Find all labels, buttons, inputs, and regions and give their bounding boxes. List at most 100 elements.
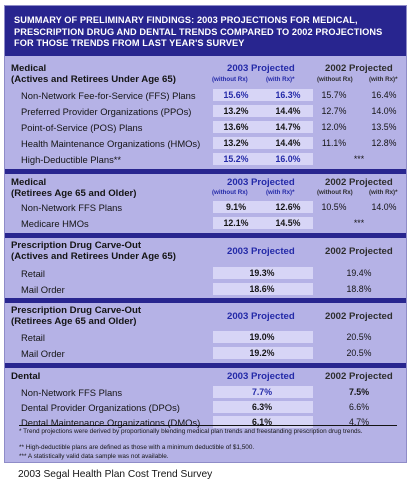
section-title: Prescription Drug Carve-Out [11, 305, 142, 316]
value-2003-with-rx: 12.6% [275, 202, 301, 212]
value-2002-without-rx: 11.1% [321, 138, 347, 148]
value-2002-without-rx: 12.7% [321, 106, 347, 116]
value-2003: 6.3% [251, 402, 273, 412]
value-2002: 20.5% [346, 332, 372, 342]
row-band [213, 201, 313, 213]
value-2002: 19.4% [346, 268, 372, 278]
value-2002-unavailable: *** [353, 154, 365, 164]
col-2003-projected: 2003 Projected [227, 371, 295, 382]
row-label: Dental Provider Organizations (DPOs) [21, 402, 180, 413]
row-band [213, 121, 313, 133]
row-band [213, 89, 313, 101]
value-2003: 19.3% [249, 268, 275, 278]
row-label: Retail [21, 332, 45, 343]
section-divider [5, 363, 406, 368]
value-2002-without-rx: 15.7% [321, 90, 347, 100]
value-2002: 18.8% [346, 284, 372, 294]
col-2003-projected: 2003 Projected [227, 246, 295, 257]
value-2002: 7.5% [348, 387, 370, 397]
value-2002-with-rx: 16.4% [371, 90, 397, 100]
header-banner: SUMMARY OF PRELIMINARY FINDINGS: 2003 PR… [5, 6, 406, 56]
col-2002-projected: 2002 Projected [325, 311, 393, 322]
row-band [213, 283, 313, 295]
value-2003-without-rx: 15.2% [223, 154, 249, 164]
row-band [213, 105, 313, 117]
value-2003: 19.0% [249, 332, 275, 342]
row-label: Point-of-Service (POS) Plans [21, 122, 143, 133]
footnote-rule [19, 425, 397, 426]
value-2003-without-rx: 13.2% [223, 138, 249, 148]
col-2002-projected: 2002 Projected [325, 63, 393, 74]
value-2002-with-rx: 14.0% [371, 106, 397, 116]
col-without-rx: (without Rx) [317, 189, 353, 196]
row-label: Non-Network FFS Plans [21, 202, 123, 213]
section-divider [5, 298, 406, 303]
value-2003-without-rx: 13.2% [223, 106, 249, 116]
value-2002-unavailable: *** [353, 218, 365, 228]
row-label: Non-Network Fee-for-Service (FFS) Plans [21, 90, 196, 101]
value-2002-with-rx: 14.0% [371, 202, 397, 212]
row-label: Medicare HMOs [21, 218, 89, 229]
value-2003-without-rx: 9.1% [225, 202, 247, 212]
value-2003: 18.6% [249, 284, 275, 294]
value-2002-without-rx: 10.5% [321, 202, 347, 212]
footnote-trend: * Trend projections were derived by prop… [19, 428, 363, 435]
value-2003: 7.7% [251, 387, 273, 397]
col-with-rx: (with Rx)* [369, 189, 398, 196]
value-2003-with-rx: 16.3% [275, 90, 301, 100]
col-2002-projected: 2002 Projected [325, 371, 393, 382]
row-band [213, 137, 313, 149]
value-2003-with-rx: 16.0% [275, 154, 301, 164]
findings-table: SUMMARY OF PRELIMINARY FINDINGS: 2003 PR… [4, 5, 407, 463]
footnote-high-deductible: ** High-deductible plans are defined as … [19, 444, 255, 451]
row-label: Dental Maintenance Organizations (DMOs) [21, 417, 201, 428]
col-without-rx: (without Rx) [212, 76, 248, 83]
row-label: Retail [21, 268, 45, 279]
row-band [213, 331, 313, 343]
value-2003-without-rx: 13.6% [223, 122, 249, 132]
section-divider [5, 233, 406, 238]
row-label: Preferred Provider Organizations (PPOs) [21, 106, 192, 117]
section-subtitle: (Retirees Age 65 and Older) [11, 316, 137, 327]
row-band [213, 217, 313, 229]
footnote-sample: *** A statistically valid data sample wa… [19, 453, 169, 460]
value-2002: 20.5% [346, 348, 372, 358]
value-2002-without-rx: 12.0% [321, 122, 347, 132]
section-subtitle: (Actives and Retirees Under Age 65) [11, 251, 176, 262]
col-with-rx: (with Rx)* [369, 76, 398, 83]
section-divider [5, 169, 406, 174]
value-2003-with-rx: 14.5% [275, 218, 301, 228]
row-label: Non-Network FFS Plans [21, 387, 123, 398]
value-2003: 19.2% [249, 348, 275, 358]
col-2003-projected: 2003 Projected [227, 311, 295, 322]
value-2003-with-rx: 14.7% [275, 122, 301, 132]
col-without-rx: (without Rx) [212, 189, 248, 196]
value-2002: 4.7% [348, 417, 370, 427]
value-2003-with-rx: 14.4% [275, 138, 301, 148]
col-without-rx: (without Rx) [317, 76, 353, 83]
col-2002-projected: 2002 Projected [325, 246, 393, 257]
row-label: Mail Order [21, 348, 65, 359]
source-caption: 2003 Segal Health Plan Cost Trend Survey [18, 469, 213, 480]
row-band [213, 401, 313, 413]
row-band [213, 153, 313, 165]
section-title: Prescription Drug Carve-Out [11, 240, 142, 251]
row-label: High-Deductible Plans** [21, 154, 122, 165]
section-title: Medical [11, 63, 47, 74]
section-title: Medical [11, 177, 47, 188]
section-subtitle: (Actives and Retirees Under Age 65) [11, 74, 176, 85]
row-band [213, 267, 313, 279]
value-2002-with-rx: 12.8% [371, 138, 397, 148]
col-2002-projected: 2002 Projected [325, 177, 393, 188]
row-band [213, 386, 313, 398]
row-label: Mail Order [21, 284, 65, 295]
row-label: Health Maintenance Organizations (HMOs) [21, 138, 201, 149]
col-2003-projected: 2003 Projected [227, 177, 295, 188]
section-title: Dental [11, 371, 41, 382]
value-2002-with-rx: 13.5% [371, 122, 397, 132]
value-2003-without-rx: 15.6% [223, 90, 249, 100]
value-2003: 6.1% [251, 417, 273, 427]
value-2002: 6.6% [348, 402, 370, 412]
row-band [213, 347, 313, 359]
col-with-rx: (with Rx)* [266, 189, 295, 196]
